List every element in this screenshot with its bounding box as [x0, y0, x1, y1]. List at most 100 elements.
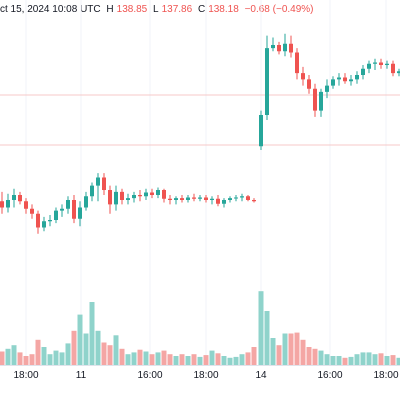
candle-body — [252, 200, 256, 202]
volume-bar — [89, 302, 95, 365]
volume-bar — [366, 352, 372, 365]
time-axis-tick-label: 18:00 — [13, 370, 38, 381]
candle-body — [222, 200, 226, 204]
volume-bar — [17, 352, 23, 365]
volume-bar — [203, 355, 209, 365]
candle-body — [18, 195, 22, 202]
volume-bar — [270, 338, 276, 365]
volume-bar — [167, 354, 173, 365]
volume-bar — [318, 350, 324, 365]
candle-body — [48, 220, 52, 222]
candle-body — [234, 197, 238, 199]
candle-body — [367, 63, 371, 69]
volume-bar — [161, 350, 167, 365]
volume-bar — [348, 356, 354, 365]
volume-bar — [59, 352, 65, 365]
volume-bar — [191, 354, 197, 365]
volume-bar — [47, 354, 53, 365]
candle-body — [60, 208, 64, 211]
volume-bar — [95, 330, 101, 365]
candle-body — [84, 196, 88, 208]
candle-body — [36, 213, 40, 228]
candle-body — [54, 210, 58, 220]
volume-bar — [5, 348, 11, 365]
candle-body — [379, 62, 383, 65]
volume-bar — [119, 348, 125, 365]
candle-body — [289, 43, 293, 53]
candle-body — [259, 115, 263, 147]
volume-bar — [185, 356, 191, 365]
candle-body — [144, 192, 148, 197]
candle-body — [90, 185, 94, 197]
volume-bar — [227, 357, 233, 365]
candle-body — [295, 52, 299, 74]
volume-bar — [35, 339, 41, 365]
volume-bar — [264, 311, 270, 365]
volume-bar — [336, 356, 342, 365]
volume-bar — [342, 357, 348, 365]
volume-bar — [197, 356, 203, 365]
volume-bar — [71, 330, 77, 365]
volume-bar — [53, 350, 59, 365]
volume-bar — [155, 352, 161, 365]
time-axis-tick-label: 16:00 — [137, 370, 162, 381]
candle-body — [150, 192, 154, 195]
candle-body — [108, 190, 112, 205]
candle-body — [246, 196, 250, 200]
volume-bar — [330, 356, 336, 365]
volume-bar — [0, 351, 5, 365]
volume-bar — [372, 354, 378, 365]
volume-bar — [390, 355, 396, 365]
candle-body — [325, 85, 329, 92]
candle-body — [114, 191, 118, 205]
candle-body — [355, 75, 359, 80]
price-candles — [0, 33, 400, 234]
candle-body — [283, 43, 287, 52]
candle-body — [331, 79, 335, 86]
legend-low-value: 137.86 — [161, 4, 193, 15]
candle-body — [307, 79, 311, 89]
candle-body — [126, 198, 130, 200]
candle-body — [12, 195, 16, 200]
candle-body — [204, 197, 208, 200]
volume-bar — [251, 347, 257, 365]
candle-body — [66, 200, 70, 209]
volume-bar — [306, 347, 312, 365]
volume-bar — [29, 354, 35, 365]
legend-close-value: 138.18 — [208, 4, 239, 15]
candle-body — [216, 198, 220, 204]
candle-body — [313, 88, 317, 111]
volume-bar — [173, 356, 179, 365]
volume-bar — [221, 356, 227, 365]
volume-bar — [312, 348, 318, 365]
legend-high-label: H — [106, 4, 114, 15]
candle-body — [192, 197, 196, 199]
candle-body — [391, 63, 395, 74]
time-axis-tick-label: 18:00 — [193, 370, 218, 381]
volume-bar — [131, 352, 137, 365]
volume-bar — [41, 347, 47, 365]
volume-bar — [300, 339, 306, 365]
volume-bar — [378, 353, 384, 365]
candle-body — [168, 198, 172, 200]
candle-body — [102, 177, 106, 190]
volume-bar — [11, 345, 17, 365]
candle-body — [186, 197, 190, 200]
candle-body — [42, 221, 46, 228]
candle-body — [78, 207, 82, 219]
candle-body — [397, 71, 400, 74]
volume-bar — [282, 333, 288, 365]
candle-body — [228, 198, 232, 200]
volume-bar — [354, 354, 360, 365]
candle-body — [319, 91, 323, 111]
volume-bar — [215, 353, 221, 365]
candle-body — [24, 201, 28, 209]
reference-lines — [0, 94, 400, 146]
volume-bar — [83, 333, 89, 365]
candle-body — [271, 45, 275, 49]
legend-low-label: L — [153, 4, 159, 15]
candle-body — [132, 195, 136, 199]
